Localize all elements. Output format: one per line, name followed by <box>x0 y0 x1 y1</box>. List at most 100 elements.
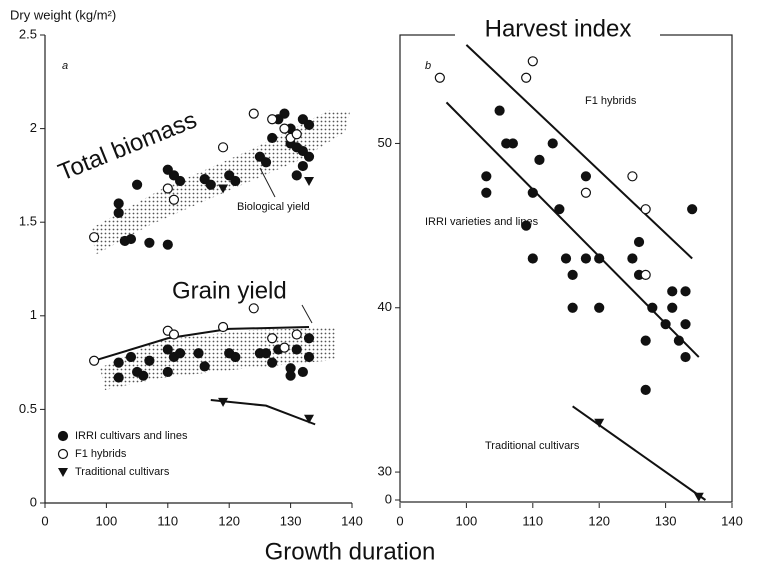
point <box>113 207 124 218</box>
point <box>667 286 678 297</box>
series-label: F1 hybrids <box>585 95 637 107</box>
point <box>673 335 684 346</box>
triangle-point <box>693 492 704 502</box>
point <box>303 151 315 162</box>
point <box>230 351 241 363</box>
point <box>534 154 545 165</box>
point <box>297 366 308 378</box>
point <box>132 179 143 190</box>
point <box>162 344 173 355</box>
point <box>297 145 308 157</box>
point <box>285 370 296 381</box>
point <box>193 348 204 359</box>
point <box>279 108 290 119</box>
x-tick-label: 100 <box>96 513 118 528</box>
point <box>594 302 605 313</box>
y-tick-label: 0 <box>385 491 392 506</box>
triangle-point <box>218 397 229 407</box>
annotation: Biological yield <box>237 201 310 213</box>
fit-line <box>465 44 693 260</box>
point <box>230 175 241 187</box>
y-tick-label: 0 <box>30 494 37 509</box>
point <box>594 253 605 264</box>
point <box>260 348 272 359</box>
point <box>291 170 302 181</box>
point <box>254 151 265 162</box>
point <box>168 329 180 340</box>
point <box>144 355 155 366</box>
point <box>527 253 538 264</box>
point <box>162 164 173 175</box>
x-tick-label: 120 <box>588 513 610 528</box>
point <box>248 108 259 119</box>
point <box>279 342 290 353</box>
arrow <box>301 304 313 324</box>
x-tick-label: 130 <box>655 513 677 528</box>
panel-label: a <box>62 60 68 72</box>
point <box>291 329 302 340</box>
point <box>291 344 302 355</box>
point <box>174 348 186 359</box>
point <box>627 171 638 182</box>
point <box>667 302 678 313</box>
point <box>547 138 558 149</box>
x-tick-label: 100 <box>456 513 478 528</box>
y-tick-label: 0.5 <box>19 401 37 416</box>
point <box>89 355 100 366</box>
x-tick-label: 0 <box>396 513 403 528</box>
point <box>217 142 229 153</box>
triangle-point <box>304 177 315 187</box>
panel-label: b <box>425 60 431 72</box>
point <box>527 56 538 67</box>
point <box>580 253 592 264</box>
point <box>267 114 278 125</box>
point <box>199 174 210 185</box>
x-tick-label: 130 <box>280 513 302 528</box>
point <box>303 119 315 130</box>
point <box>113 198 124 209</box>
point <box>633 236 645 248</box>
point <box>113 357 124 368</box>
point <box>494 105 505 116</box>
point <box>260 157 272 168</box>
y-label: Dry weight (kg/m²) <box>10 7 116 22</box>
triangle-point <box>218 184 229 194</box>
point <box>162 183 173 194</box>
point <box>680 351 691 363</box>
point <box>205 179 216 190</box>
point <box>687 204 698 215</box>
point <box>627 253 638 264</box>
point <box>680 286 691 297</box>
point <box>640 204 651 215</box>
point <box>560 253 572 264</box>
point <box>279 123 290 134</box>
series-label: Traditional cultivars <box>485 440 580 452</box>
y-tick-label: 30 <box>378 464 392 479</box>
point <box>291 129 302 140</box>
point <box>174 175 186 187</box>
annotation: Grain yield <box>172 277 287 304</box>
arrow <box>259 167 276 198</box>
point <box>640 269 651 280</box>
y-tick-label: 1.5 <box>19 214 37 229</box>
triangle-point <box>58 468 68 477</box>
point <box>162 366 173 378</box>
point <box>640 335 651 346</box>
point <box>217 321 229 333</box>
y-tick-label: 2.5 <box>19 26 37 41</box>
point <box>507 138 518 149</box>
y-tick-label: 40 <box>378 299 392 314</box>
chart-title: Harvest index <box>485 15 632 42</box>
x-tick-label: 0 <box>41 513 48 528</box>
point <box>567 269 578 280</box>
point <box>521 72 532 83</box>
point <box>554 204 565 215</box>
point <box>89 232 100 243</box>
legend-label: IRRI cultivars and lines <box>75 430 188 442</box>
series-label: IRRI varieties and lines <box>425 216 539 228</box>
x-tick-label: 110 <box>522 513 543 528</box>
point <box>297 114 308 125</box>
point <box>199 361 210 372</box>
point <box>113 372 124 383</box>
